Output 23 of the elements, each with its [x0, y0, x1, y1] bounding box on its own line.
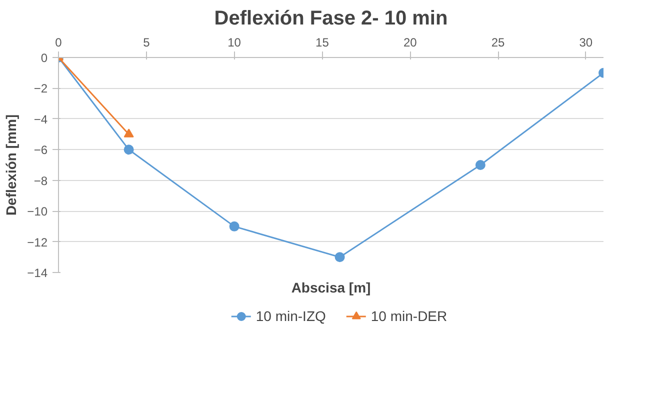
point: [229, 221, 240, 232]
x-tick-label: 5: [143, 36, 150, 50]
x-tick-label: 10: [228, 36, 242, 50]
y-tick-label: −6: [34, 143, 48, 158]
legend-label: 10 min-DER: [370, 308, 448, 324]
point: [475, 160, 486, 170]
chart-title: Deflexión Fase 2- 10 min: [214, 8, 448, 30]
y-axis-title: Deflexión [mm]: [3, 114, 20, 216]
legend-label: 10 min-IZQ: [256, 308, 326, 324]
y-tick-label: −8: [34, 174, 48, 188]
x-tick-label: 15: [316, 36, 330, 50]
y-tick-label: −12: [27, 235, 48, 250]
x-axis-title: Abscisa [m]: [291, 280, 371, 296]
x-tick-label: 30: [579, 36, 593, 50]
x-tick-label: 20: [403, 36, 418, 50]
x-tick-label: 0: [55, 36, 62, 50]
y-tick-label: −10: [27, 204, 48, 219]
point: [334, 252, 345, 262]
x-tick-label: 25: [491, 36, 506, 50]
y-tick-label: −14: [27, 266, 48, 280]
y-tick-label: −2: [34, 82, 48, 96]
y-tick-label: −4: [34, 112, 48, 126]
y-tick-label: 0: [40, 51, 48, 65]
